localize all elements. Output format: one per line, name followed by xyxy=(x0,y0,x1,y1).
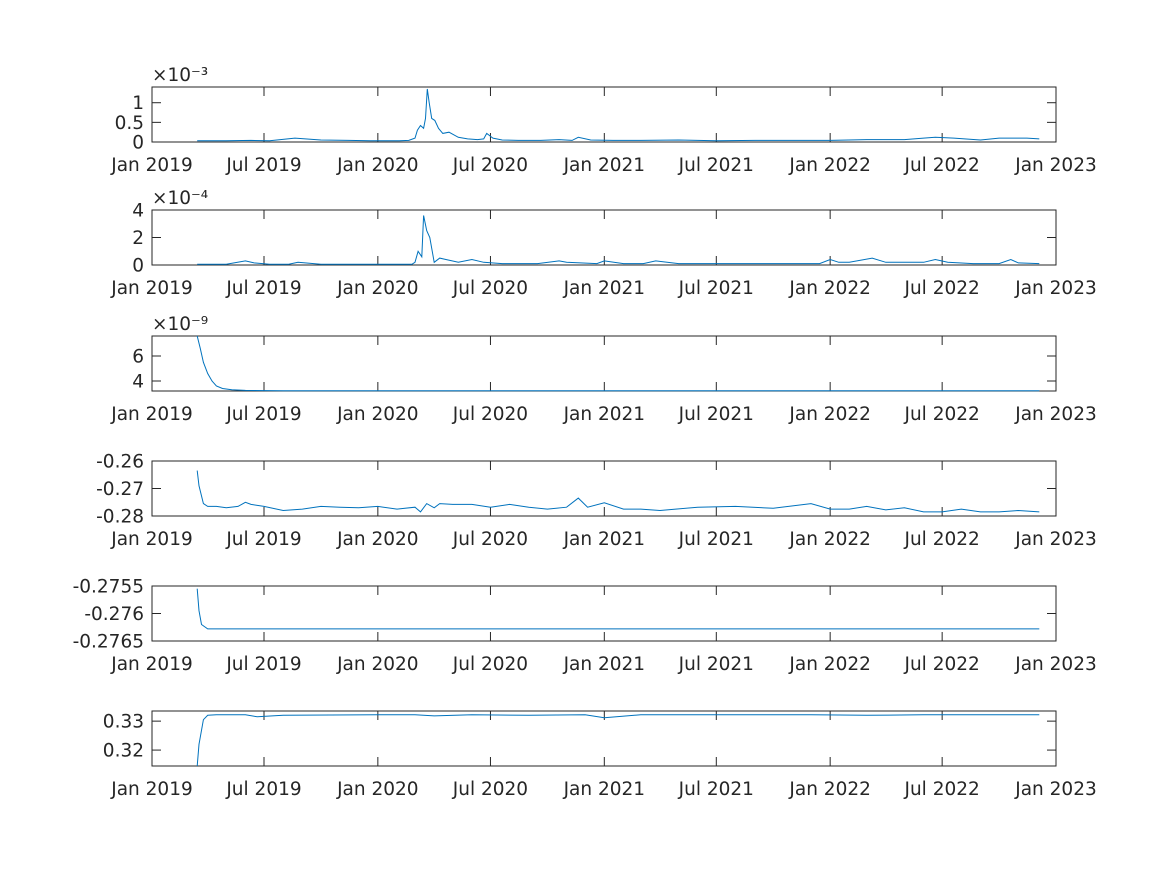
y-tick-label: -0.276 xyxy=(84,604,144,625)
x-tick-label: Jan 2020 xyxy=(336,155,418,176)
x-tick-label: Jan 2021 xyxy=(563,404,645,425)
x-tick-label: Jan 2023 xyxy=(1014,155,1096,176)
y-tick-label: -0.27 xyxy=(96,479,144,500)
x-tick-label: Jan 2022 xyxy=(788,278,870,299)
x-tick-label: Jan 2023 xyxy=(1014,779,1096,800)
x-tick-label: Jan 2021 xyxy=(563,779,645,800)
x-tick-label: Jul 2019 xyxy=(225,529,301,550)
x-tick-label: Jul 2021 xyxy=(678,278,754,299)
y-tick-label: 4 xyxy=(132,372,144,393)
x-tick-label: Jul 2020 xyxy=(452,654,528,675)
x-tick-label: Jan 2019 xyxy=(110,278,192,299)
y-tick-label: 6 xyxy=(132,347,144,368)
y-tick-label: 0 xyxy=(132,256,144,277)
subplot-1: Jan 2019 Jul 2019 Jan 2020 Jul 2020 Jan 2021… xyxy=(110,65,1096,176)
x-tick-label: Jan 2021 xyxy=(563,278,645,299)
x-tick-label: Jul 2022 xyxy=(904,529,980,550)
x-tick-label: Jan 2020 xyxy=(336,779,418,800)
x-tick-label: Jan 2020 xyxy=(336,654,418,675)
axes-box xyxy=(151,460,1057,517)
subplot-2: Jan 2019 Jul 2019 Jan 2020 Jul 2020 Jan 2021… xyxy=(110,188,1096,299)
x-tick-label: Jul 2019 xyxy=(225,155,301,176)
y-tick-label: 4 xyxy=(132,201,144,222)
subplot-4: Jan 2019 Jul 2019 Jan 2020 Jul 2020 Jan 2021… xyxy=(96,452,1097,551)
x-tick-label: Jul 2019 xyxy=(225,278,301,299)
y-tick-label: 0.33 xyxy=(103,712,144,733)
axes-box xyxy=(151,86,1057,143)
axes-box xyxy=(151,209,1057,266)
x-tick-label: Jan 2023 xyxy=(1014,529,1096,550)
y-tick-label: 2 xyxy=(132,228,144,249)
x-tick-label: Jan 2022 xyxy=(788,529,870,550)
x-tick-label: Jul 2022 xyxy=(904,155,980,176)
x-tick-label: Jan 2023 xyxy=(1014,404,1096,425)
series-line-1 xyxy=(196,588,1040,630)
series-line-1 xyxy=(197,215,1040,265)
y-exponent-label: ×10⁻⁹ xyxy=(152,314,208,335)
x-tick-label: Jan 2019 xyxy=(110,654,192,675)
y-tick-label: -0.26 xyxy=(96,452,144,473)
x-tick-label: Jan 2022 xyxy=(788,779,870,800)
y-tick-label: 1 xyxy=(132,93,144,114)
x-tick-label: Jul 2022 xyxy=(904,779,980,800)
x-tick-label: Jul 2021 xyxy=(678,779,754,800)
x-tick-label: Jul 2020 xyxy=(452,779,528,800)
x-tick-label: Jul 2019 xyxy=(225,779,301,800)
y-exponent-label: ×10⁻³ xyxy=(152,65,208,86)
y-tick-label: -0.2765 xyxy=(73,632,144,653)
subplot-6: Jan 2019 Jul 2019 Jan 2020 Jul 2020 Jan 2021… xyxy=(103,710,1097,800)
x-tick-label: Jan 2021 xyxy=(563,529,645,550)
x-tick-label: Jan 2019 xyxy=(110,529,192,550)
x-tick-label: Jul 2020 xyxy=(452,155,528,176)
x-tick-label: Jul 2021 xyxy=(678,654,754,675)
x-tick-label: Jan 2020 xyxy=(336,529,418,550)
x-tick-label: Jan 2020 xyxy=(336,278,418,299)
subplot-5: Jan 2019 Jul 2019 Jan 2020 Jul 2020 Jan 2021… xyxy=(73,577,1097,676)
x-tick-label: Jul 2021 xyxy=(678,155,754,176)
x-tick-label: Jan 2021 xyxy=(563,155,645,176)
series-line-1 xyxy=(196,335,1040,392)
series-line-1 xyxy=(197,88,1040,142)
x-tick-label: Jul 2019 xyxy=(225,654,301,675)
y-tick-label: 0.5 xyxy=(115,113,144,134)
x-tick-label: Jul 2019 xyxy=(225,404,301,425)
x-tick-label: Jul 2020 xyxy=(452,529,528,550)
x-tick-label: Jul 2022 xyxy=(904,278,980,299)
y-tick-label: 0.32 xyxy=(103,741,144,762)
x-tick-label: Jul 2020 xyxy=(452,404,528,425)
y-tick-label: -0.28 xyxy=(96,507,144,528)
x-tick-label: Jan 2019 xyxy=(110,779,192,800)
x-tick-label: Jan 2022 xyxy=(788,654,870,675)
y-tick-label: -0.2755 xyxy=(73,577,144,598)
axes-box xyxy=(151,335,1057,392)
x-tick-label: Jul 2021 xyxy=(678,529,754,550)
x-tick-label: Jan 2023 xyxy=(1014,278,1096,299)
x-tick-label: Jul 2020 xyxy=(452,278,528,299)
y-exponent-label: ×10⁻⁴ xyxy=(152,188,208,209)
x-tick-label: Jul 2022 xyxy=(904,654,980,675)
x-tick-label: Jul 2022 xyxy=(904,404,980,425)
x-tick-label: Jan 2022 xyxy=(788,155,870,176)
x-tick-label: Jan 2020 xyxy=(336,404,418,425)
x-tick-label: Jan 2019 xyxy=(110,155,192,176)
x-tick-label: Jan 2021 xyxy=(563,654,645,675)
x-tick-label: Jan 2023 xyxy=(1014,654,1096,675)
series-line-1 xyxy=(196,714,1040,767)
y-tick-label: 0 xyxy=(132,133,144,154)
x-tick-label: Jan 2022 xyxy=(788,404,870,425)
series-line-1 xyxy=(196,470,1040,513)
x-tick-label: Jan 2019 xyxy=(110,404,192,425)
subplot-3: Jan 2019 Jul 2019 Jan 2020 Jul 2020 Jan 2021… xyxy=(110,314,1096,425)
x-tick-label: Jul 2021 xyxy=(678,404,754,425)
